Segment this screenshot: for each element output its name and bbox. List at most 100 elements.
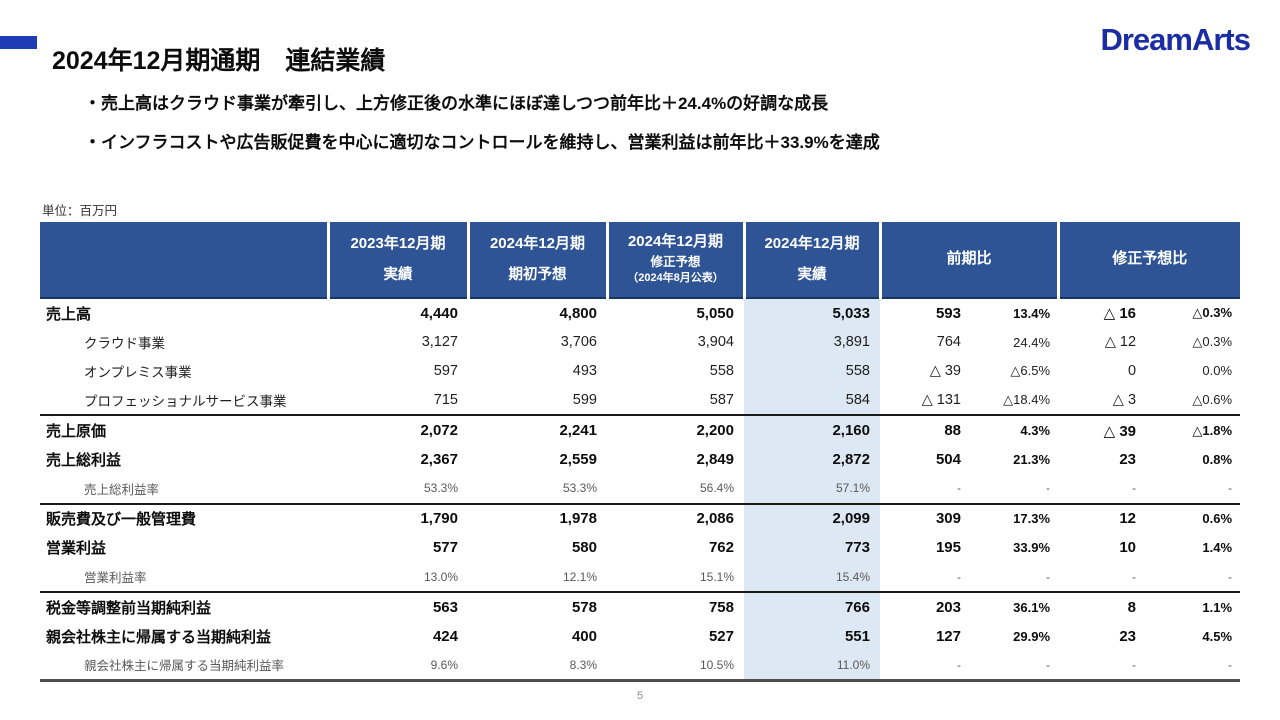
cell-fy2024-revised-forecast: 527 — [708, 627, 734, 645]
header-line: 2024年12月期 — [764, 235, 860, 253]
table-row: 売上総利益 2,367 2,559 2,849 2,872 504 21.3% 23 0.8% — [40, 444, 1240, 474]
cell-vs-forecast-amount: △ 12 — [1104, 334, 1137, 351]
table-row: プロフェッショナルサービス事業 715 599 587 584 △ 131 △18.4% △ … — [40, 385, 1240, 416]
cell-fy2024-initial-forecast: 580 — [571, 539, 597, 557]
cell-fy2024-initial-forecast: 2,559 — [559, 450, 597, 468]
cell-fy2024-actual: 584 — [744, 385, 880, 416]
cell-fy2024-actual: 15.4% — [744, 562, 880, 592]
header-line: 実績 — [383, 266, 413, 283]
table-row: 売上原価 2,072 2,241 2,200 2,160 88 4.3% △ 39 △1.8% — [40, 414, 1241, 445]
header-line: 実績 — [797, 266, 827, 283]
table-row: 売上総利益率 53.3% 53.3% 56.4% 57.1% - - - - — [40, 473, 1240, 504]
col-vs-revised-forecast: 修正予想比 — [1056, 222, 1241, 298]
cell-fy2024-revised-forecast: 15.1% — [699, 569, 734, 584]
cell-fy2024-initial-forecast: 2,241 — [468, 414, 607, 445]
cell-fy2024-actual: 773 — [744, 533, 880, 563]
cell-fy2024-revised-forecast: 2,086 — [607, 502, 744, 534]
table-row: 売上高 4,440 4,800 5,050 5,033 593 13.4% △ 16 △0.3% — [40, 297, 1241, 328]
cell-yoy-amount: - — [957, 481, 961, 496]
cell-yoy-percent: - — [1046, 569, 1051, 584]
table-row: 親会社株主に帰属する当期純利益 424 400 527 551 127 29.9% 23 4.5… — [40, 621, 1240, 651]
table-corner-cell — [40, 222, 328, 298]
cell-yoy-amount: 195 — [935, 539, 961, 557]
row-label: プロフェッショナルサービス事業 — [84, 393, 287, 409]
header-line: （2024年8月公表） — [627, 272, 724, 285]
page-title: 2024年12月期通期 連結業績 — [52, 46, 386, 75]
cell-vs-forecast-amount: △ 16 — [1058, 297, 1151, 328]
cell-vs-forecast-amount: 23 — [1119, 627, 1137, 645]
summary-bullets: ・売上高はクラウド事業が牽引し、上方修正後の水準にほぼ達しつつ前年比＋24.4%… — [84, 92, 880, 170]
col-fy2024-initial-forecast: 2024年12月期 期初予想 — [466, 222, 607, 298]
cell-yoy-amount: - — [957, 569, 961, 584]
cell-yoy-percent: △6.5% — [1010, 362, 1051, 378]
row-label: 営業利益 — [46, 540, 107, 558]
cell-fy2023-actual: 2,367 — [420, 450, 458, 468]
header-line: 前期比 — [946, 250, 992, 268]
cell-fy2024-revised-forecast: 2,200 — [607, 414, 744, 445]
cell-yoy-percent: 36.1% — [975, 590, 1059, 622]
header-line: 2024年12月期 — [627, 232, 724, 250]
bullet-operating-profit: ・インフラコストや広告販促費を中心に適切なコントロールを維持し、営業利益は前年比… — [84, 133, 880, 152]
page-number: 5 — [636, 690, 644, 702]
cell-yoy-amount: 764 — [936, 334, 961, 351]
cell-vs-forecast-percent: △0.6% — [1192, 391, 1233, 407]
col-fy2024-revised-forecast: 2024年12月期 修正予想 （2024年8月公表） — [605, 222, 744, 298]
table-row: オンプレミス事業 597 493 558 558 △ 39 △6.5% 0 0.0% — [40, 356, 1240, 386]
cell-fy2024-actual: 11.0% — [744, 650, 880, 683]
header-line: 期初予想 — [508, 266, 567, 283]
row-label: 売上高 — [40, 297, 328, 328]
cell-fy2023-actual: 3,127 — [421, 334, 458, 351]
cell-vs-forecast-amount: △ 39 — [1058, 414, 1151, 445]
consolidated-results-table: 2023年12月期 実績 2024年12月期 期初予想 2024年12月期 修正予想 （20… — [40, 222, 1241, 683]
unit-label: 単位：百万円 — [42, 204, 118, 218]
table-row: 販売費及び一般管理費 1,790 1,978 2,086 2,099 309 17.3% 12… — [40, 502, 1241, 534]
cell-yoy-amount: 593 — [880, 297, 975, 328]
cell-fy2023-actual: 4,440 — [328, 297, 468, 328]
cell-vs-forecast-percent: △1.8% — [1150, 414, 1241, 445]
cell-vs-forecast-percent: 1.1% — [1150, 590, 1241, 622]
cell-yoy-percent: 17.3% — [975, 502, 1059, 534]
header-line: 修正予想 — [650, 254, 701, 269]
col-fy2023-actual: 2023年12月期 実績 — [326, 222, 468, 298]
cell-fy2023-actual: 13.0% — [423, 569, 458, 584]
cell-vs-forecast-percent: △0.3% — [1150, 297, 1241, 328]
row-label: クラウド事業 — [84, 336, 165, 352]
cell-fy2024-actual: 2,160 — [744, 414, 880, 445]
cell-vs-forecast-percent: 0.8% — [1202, 451, 1233, 467]
cell-vs-forecast-amount: - — [1132, 481, 1137, 496]
cell-fy2024-actual: 558 — [744, 356, 880, 386]
cell-vs-forecast-amount: 10 — [1119, 539, 1137, 557]
cell-fy2023-actual: 597 — [433, 362, 458, 379]
cell-vs-forecast-percent: 0.6% — [1150, 502, 1241, 534]
cell-fy2024-actual: 3,891 — [744, 327, 880, 357]
cell-fy2024-actual: 2,872 — [744, 444, 880, 474]
cell-vs-forecast-percent: △0.3% — [1192, 334, 1233, 350]
cell-yoy-amount: 203 — [880, 590, 975, 622]
cell-fy2024-initial-forecast: 493 — [572, 362, 597, 379]
col-yoy: 前期比 — [878, 222, 1059, 298]
cell-vs-forecast-amount: 0 — [1127, 362, 1137, 379]
table-header: 2023年12月期 実績 2024年12月期 期初予想 2024年12月期 修正予想 （20… — [40, 222, 1241, 298]
row-label: 売上原価 — [40, 414, 328, 445]
row-label: 売上総利益 — [46, 451, 122, 469]
cell-vs-forecast-amount: 8 — [1058, 590, 1151, 622]
cell-vs-forecast-amount: △ 3 — [1112, 391, 1137, 408]
cell-fy2024-revised-forecast: 758 — [607, 590, 744, 622]
cell-vs-forecast-amount: - — [1132, 569, 1137, 584]
cell-yoy-percent: 13.4% — [975, 297, 1059, 328]
cell-fy2024-revised-forecast: 10.5% — [607, 650, 744, 683]
cell-fy2024-initial-forecast: 578 — [468, 590, 607, 622]
cell-yoy-percent: △18.4% — [1003, 391, 1051, 407]
table-header-row: 2023年12月期 実績 2024年12月期 期初予想 2024年12月期 修正予想 （20… — [40, 222, 1241, 298]
cell-fy2023-actual: 563 — [328, 590, 468, 622]
cell-yoy-amount: 88 — [880, 414, 975, 445]
cell-vs-forecast-percent: - — [1228, 569, 1233, 584]
cell-fy2024-initial-forecast: 1,978 — [468, 502, 607, 534]
cell-vs-forecast-percent: - — [1150, 650, 1241, 683]
cell-yoy-amount: △ 131 — [921, 391, 961, 408]
table-row: 営業利益率 13.0% 12.1% 15.1% 15.4% - - - - — [40, 562, 1240, 592]
cell-yoy-percent: 29.9% — [1013, 628, 1051, 644]
cell-fy2024-actual: 57.1% — [744, 473, 880, 504]
cell-yoy-amount: 309 — [880, 502, 975, 534]
cell-yoy-amount: 504 — [935, 450, 961, 468]
